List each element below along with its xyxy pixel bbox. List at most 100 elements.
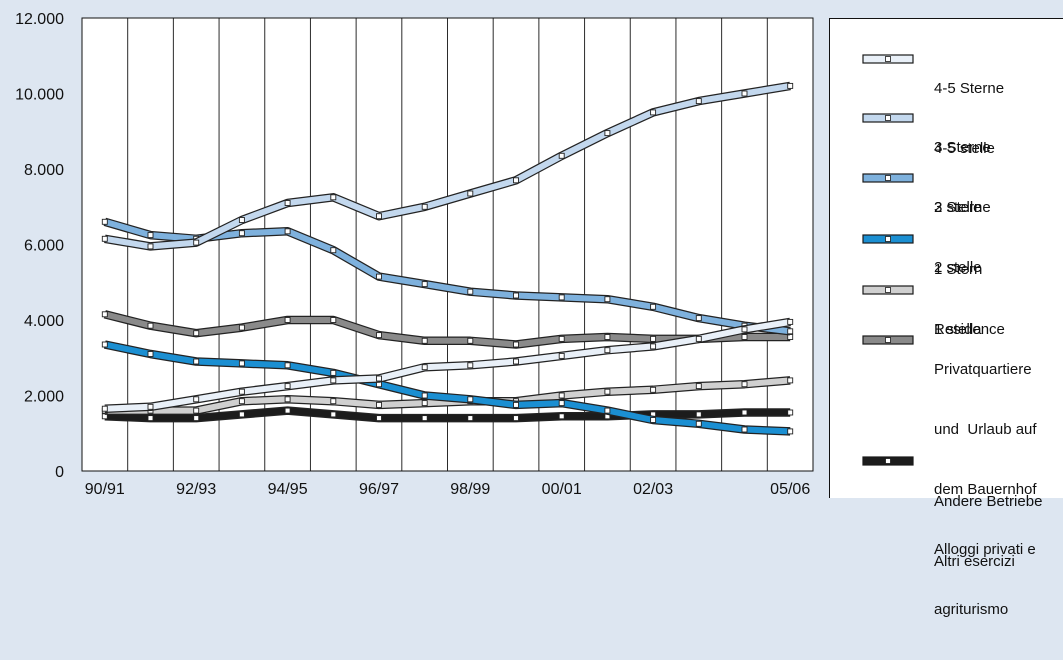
data-point: [147, 403, 154, 410]
data-point: [467, 415, 474, 422]
data-point: [147, 351, 154, 357]
data-point: [513, 292, 519, 299]
legend-label-line: und Urlaub auf: [934, 421, 1037, 438]
data-point: [513, 341, 519, 348]
data-point: [330, 317, 337, 323]
data-point: [147, 243, 154, 250]
data-point: [558, 152, 565, 159]
legend-swatch: [862, 113, 914, 123]
data-point: [330, 398, 337, 405]
data-point: [695, 98, 702, 105]
legend-marker: [885, 458, 891, 464]
legend-label: Residence: [934, 280, 1005, 380]
data-point: [193, 407, 200, 414]
legend-label-line: 1 stella: [934, 321, 982, 338]
legend-label: 3 Sterne 3 stelle: [934, 98, 991, 258]
data-point: [558, 352, 565, 359]
1-stern-line: [104, 341, 791, 435]
data-point: [650, 303, 657, 310]
data-point: [101, 311, 108, 318]
data-point: [558, 392, 565, 399]
legend-label-line: Residence: [934, 321, 1005, 338]
data-point: [284, 362, 291, 369]
x-tick-label: 05/06: [770, 481, 810, 498]
plot-border: [81, 17, 814, 472]
y-tick-label: 6.000: [24, 238, 64, 255]
data-point: [741, 326, 748, 333]
data-point: [695, 315, 702, 322]
data-point: [787, 328, 794, 335]
x-tick-label: 90/91: [85, 481, 125, 498]
data-point: [330, 411, 337, 418]
data-point: [238, 230, 245, 237]
data-point: [787, 377, 794, 384]
data-point: [741, 334, 748, 340]
x-axis: 90/91 92/93 94/95 96/97 98/99 00/01 02/03 05/06: [85, 481, 811, 498]
legend-label: 1 Stern 1 stella: [934, 220, 982, 380]
data-point: [604, 347, 611, 354]
data-point: [193, 239, 200, 246]
x-tick-label: 02/03: [633, 481, 673, 498]
legend-label-line: 3 Sterne: [934, 139, 991, 156]
legend-label: Andere Betriebe Altri esercizi: [934, 452, 1042, 612]
data-point: [193, 415, 200, 422]
data-point: [101, 405, 108, 412]
data-point: [101, 235, 108, 242]
data-point: [650, 335, 657, 342]
data-point: [421, 415, 428, 422]
data-point: [284, 317, 291, 323]
legend-label-line: 4-5 Sterne: [934, 80, 1005, 97]
legend-marker: [885, 337, 891, 343]
legend: 4-5 Sterne 4-5 stelle 3 Sterne 3 stelle …: [829, 18, 1063, 618]
x-tick-label: 98/99: [450, 481, 490, 498]
y-tick-label: 2.000: [24, 389, 64, 406]
legend-swatch: [862, 54, 914, 64]
data-point: [604, 407, 611, 414]
data-point: [787, 428, 794, 435]
series-4-5-sterne: [101, 317, 794, 413]
data-point: [604, 296, 611, 303]
series-3-sterne: [101, 81, 794, 251]
data-point: [421, 364, 428, 371]
legend-marker: [885, 56, 891, 62]
series-residence: [101, 376, 794, 415]
data-point: [787, 82, 794, 89]
legend-label: 4-5 Sterne 4-5 stelle: [934, 39, 1004, 199]
data-point: [193, 396, 200, 403]
legend-label-line: 4-5 stelle: [934, 140, 995, 157]
data-point: [238, 360, 245, 367]
data-point: [193, 358, 200, 365]
3-sterne-line: [104, 82, 791, 250]
data-point: [787, 318, 794, 325]
data-point: [376, 415, 382, 422]
data-point: [101, 218, 108, 225]
legend-swatch: [862, 173, 914, 183]
data-point: [467, 396, 474, 403]
data-point: [147, 415, 154, 422]
data-point: [787, 409, 794, 416]
y-tick-label: 10.000: [15, 87, 64, 104]
data-point: [741, 409, 748, 416]
data-point: [284, 383, 291, 390]
data-point: [376, 332, 382, 339]
data-point: [376, 273, 382, 280]
residence-line: [104, 377, 791, 414]
legend-swatch: [862, 234, 914, 244]
legend-label: 2 Sterne 2 stelle: [934, 158, 991, 318]
data-point: [604, 334, 611, 340]
data-point: [695, 411, 702, 418]
x-tick-label: 94/95: [268, 481, 308, 498]
y-tick-label: 0: [55, 464, 64, 481]
legend-label-line: 1 Stern: [934, 261, 983, 278]
data-point: [421, 392, 428, 399]
data-point: [284, 396, 291, 403]
data-point: [513, 401, 519, 408]
data-point: [467, 288, 474, 295]
x-tick-label: 00/01: [542, 481, 582, 498]
legend-marker: [885, 236, 891, 242]
series-1-stern: [101, 340, 794, 436]
data-point: [284, 200, 291, 206]
data-point: [421, 400, 428, 407]
data-point: [604, 130, 611, 137]
